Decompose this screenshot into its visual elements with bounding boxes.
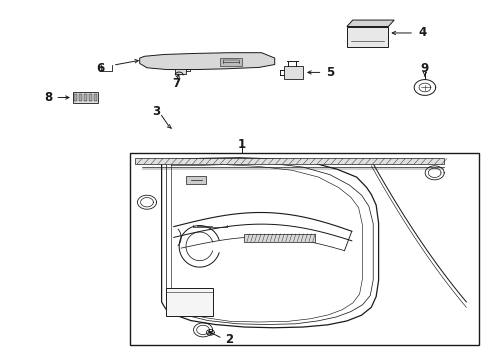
Polygon shape — [220, 58, 242, 66]
Text: 2: 2 — [224, 333, 232, 346]
Text: 4: 4 — [418, 27, 426, 40]
Polygon shape — [89, 94, 92, 101]
Polygon shape — [74, 94, 77, 101]
Polygon shape — [346, 20, 393, 27]
Text: 6: 6 — [96, 62, 104, 75]
Polygon shape — [346, 27, 387, 47]
Polygon shape — [185, 176, 206, 184]
Text: 7: 7 — [172, 77, 180, 90]
Text: 1: 1 — [238, 138, 245, 150]
Polygon shape — [140, 53, 274, 69]
Text: 8: 8 — [44, 91, 52, 104]
Polygon shape — [94, 94, 97, 101]
Polygon shape — [175, 69, 185, 74]
Polygon shape — [166, 288, 212, 316]
Polygon shape — [73, 92, 98, 103]
Polygon shape — [79, 94, 81, 101]
Bar — [130, 153, 478, 345]
Text: 9: 9 — [420, 62, 428, 75]
Text: 5: 5 — [325, 66, 333, 79]
Polygon shape — [244, 234, 315, 242]
Polygon shape — [84, 94, 87, 101]
Polygon shape — [283, 66, 303, 79]
Polygon shape — [135, 158, 444, 164]
Text: 3: 3 — [151, 105, 160, 118]
